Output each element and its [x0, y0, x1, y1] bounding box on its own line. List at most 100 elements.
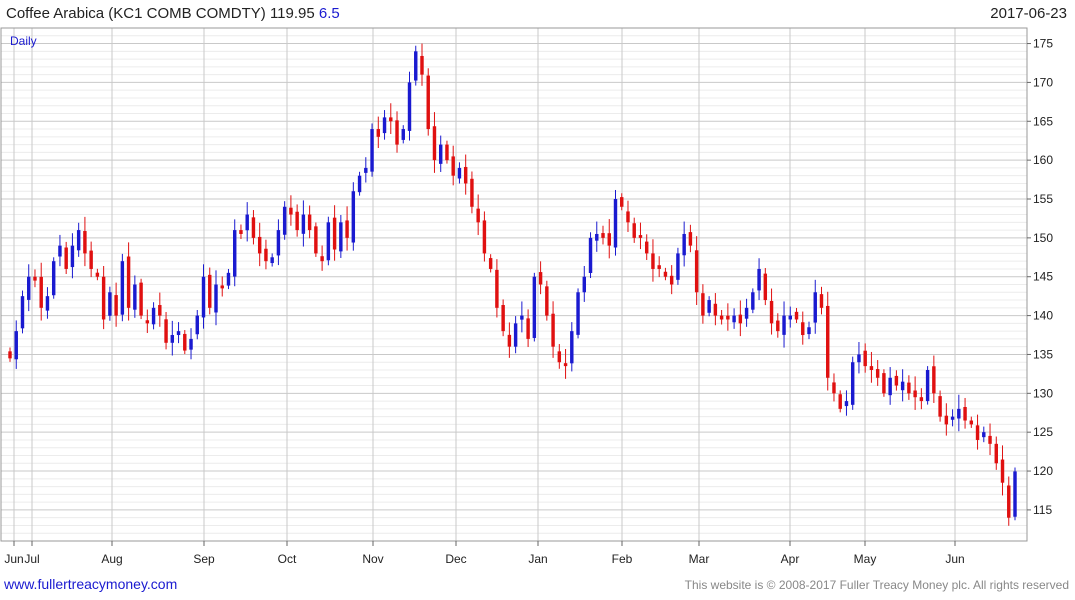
- candle-body: [27, 276, 31, 300]
- candle-body: [732, 315, 736, 323]
- candle-body: [688, 232, 693, 246]
- candle-body: [208, 274, 212, 308]
- candle-body: [769, 300, 774, 324]
- x-tick-label: Dec: [445, 552, 466, 566]
- candle-body: [426, 75, 430, 130]
- candle-body: [844, 401, 849, 407]
- y-tick-label: 145: [1033, 270, 1053, 284]
- candle-body: [794, 311, 799, 320]
- candle-body: [707, 300, 711, 313]
- candle-body: [270, 257, 274, 264]
- candle-body: [251, 217, 256, 238]
- candle-body: [470, 178, 474, 207]
- candle-body: [975, 425, 980, 440]
- candle-body: [620, 197, 624, 207]
- candles: [8, 43, 1017, 526]
- candle-body: [276, 230, 281, 256]
- candle-body: [913, 390, 917, 398]
- candle-body: [432, 126, 437, 161]
- candle-body: [557, 351, 562, 363]
- candle-body: [320, 256, 324, 262]
- candle-body: [476, 208, 480, 223]
- candle-body: [45, 296, 50, 311]
- candle-body: [738, 314, 743, 324]
- candle-body: [264, 248, 268, 262]
- candle-body: [788, 315, 792, 320]
- y-tick-label: 175: [1033, 37, 1053, 51]
- candle-body: [607, 233, 611, 246]
- candle-body: [632, 223, 636, 238]
- candle-body: [220, 285, 224, 289]
- candle-body: [663, 271, 668, 277]
- candle-body: [507, 334, 512, 347]
- x-tick-label: Feb: [612, 552, 633, 566]
- candle-body: [938, 396, 942, 417]
- candle-body: [826, 305, 830, 378]
- candle-body: [532, 276, 537, 338]
- candle-body: [832, 382, 836, 394]
- candle-body: [139, 282, 143, 316]
- candle-body: [314, 226, 318, 254]
- candle-body: [907, 382, 911, 394]
- y-tick-label: 170: [1033, 75, 1053, 89]
- x-tick-label: Apr: [781, 552, 800, 566]
- candle-body: [850, 362, 855, 405]
- change-value: 6.5: [318, 5, 340, 22]
- candle-body: [488, 258, 493, 269]
- candle-body: [551, 313, 555, 347]
- candle-body: [158, 305, 162, 316]
- candle-body: [563, 363, 568, 367]
- y-tick-label: 150: [1033, 231, 1053, 245]
- y-tick-label: 165: [1033, 114, 1053, 128]
- candle-body: [694, 250, 699, 293]
- y-tick-label: 135: [1033, 347, 1053, 361]
- candle-body: [214, 284, 218, 313]
- candle-body: [451, 156, 455, 176]
- candle-body: [95, 272, 100, 277]
- candle-body: [39, 276, 43, 308]
- website-link[interactable]: www.fullertreacymoney.com: [4, 576, 178, 592]
- candle-body: [1007, 485, 1011, 518]
- y-tick-label: 160: [1033, 153, 1053, 167]
- candle-body: [994, 443, 998, 464]
- candle-body: [757, 268, 761, 291]
- candle-body: [414, 51, 418, 81]
- candle-body: [33, 276, 37, 281]
- candle-body: [145, 320, 150, 324]
- candle-body: [233, 230, 237, 277]
- candle-body: [863, 350, 867, 367]
- candle-body: [919, 397, 924, 402]
- candle-body: [582, 276, 587, 293]
- candle-body: [894, 375, 899, 386]
- candle-body: [657, 265, 661, 269]
- candle-body: [376, 129, 381, 137]
- candle-body: [875, 369, 880, 378]
- candle-body: [501, 305, 505, 332]
- candle-body: [963, 406, 967, 421]
- candle-body: [595, 233, 599, 241]
- candle-body: [838, 394, 842, 409]
- candle-body: [14, 331, 18, 360]
- x-tick-label: May: [854, 552, 877, 566]
- candle-body: [89, 250, 93, 269]
- copyright-notice: This website is © 2008-2017 Fuller Treac…: [684, 578, 1069, 592]
- x-tick-label: Jun: [945, 552, 964, 566]
- candle-body: [925, 370, 930, 402]
- candle-body: [407, 82, 412, 131]
- candle-body: [957, 408, 961, 419]
- y-tick-label: 130: [1033, 386, 1053, 400]
- x-tick-label: Sep: [193, 552, 215, 566]
- candle-body: [1013, 471, 1017, 517]
- candle-body: [482, 220, 487, 254]
- candle-body: [420, 55, 424, 75]
- candle-body: [638, 235, 643, 238]
- candle-body: [988, 435, 992, 444]
- candle-body: [520, 315, 524, 320]
- candle-body: [588, 237, 593, 273]
- candle-body: [813, 292, 817, 323]
- candle-body: [189, 338, 193, 350]
- candle-body: [869, 366, 874, 370]
- x-tick-label: Jul: [24, 552, 39, 566]
- candle-body: [76, 230, 81, 251]
